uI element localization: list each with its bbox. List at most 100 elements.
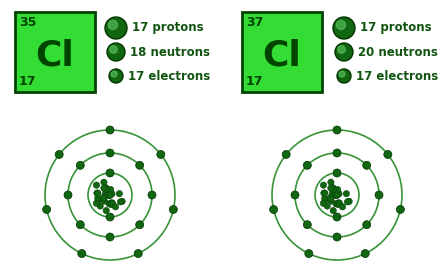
Text: 17: 17	[246, 75, 263, 88]
Circle shape	[107, 43, 125, 61]
Circle shape	[55, 150, 63, 158]
Circle shape	[116, 191, 122, 197]
Circle shape	[321, 195, 328, 202]
Circle shape	[95, 190, 101, 196]
Circle shape	[321, 190, 327, 196]
Circle shape	[337, 46, 345, 53]
Circle shape	[106, 193, 112, 199]
Circle shape	[304, 221, 311, 229]
Circle shape	[107, 192, 114, 198]
Circle shape	[375, 191, 383, 199]
Circle shape	[101, 179, 107, 185]
Circle shape	[336, 20, 346, 29]
Circle shape	[108, 20, 118, 29]
Circle shape	[109, 191, 115, 197]
Circle shape	[42, 206, 51, 214]
Circle shape	[361, 250, 369, 258]
Circle shape	[103, 207, 110, 214]
Text: Cl: Cl	[263, 39, 301, 73]
Circle shape	[320, 182, 327, 188]
Circle shape	[363, 161, 371, 169]
Circle shape	[324, 203, 330, 209]
Circle shape	[78, 250, 86, 258]
Circle shape	[344, 199, 350, 205]
Circle shape	[95, 197, 101, 203]
Circle shape	[282, 150, 290, 158]
Circle shape	[100, 195, 106, 202]
Text: 20 neutrons: 20 neutrons	[358, 46, 438, 58]
Circle shape	[363, 221, 371, 229]
Circle shape	[339, 71, 345, 77]
Circle shape	[330, 186, 337, 193]
Circle shape	[101, 185, 107, 191]
Circle shape	[335, 201, 342, 208]
Circle shape	[105, 192, 112, 198]
Text: 17: 17	[19, 75, 37, 88]
Text: 35: 35	[19, 16, 36, 29]
Circle shape	[336, 191, 342, 197]
Circle shape	[109, 200, 116, 206]
Circle shape	[333, 17, 355, 39]
Circle shape	[103, 185, 109, 191]
Circle shape	[333, 233, 341, 241]
Circle shape	[343, 191, 350, 197]
Circle shape	[328, 198, 334, 204]
Circle shape	[119, 198, 125, 204]
Text: 17 electrons: 17 electrons	[356, 69, 438, 83]
Circle shape	[322, 190, 328, 196]
Circle shape	[336, 200, 342, 206]
Circle shape	[320, 200, 327, 206]
Circle shape	[330, 207, 337, 214]
Circle shape	[333, 149, 341, 157]
Circle shape	[106, 213, 114, 221]
Circle shape	[136, 221, 143, 229]
Circle shape	[95, 195, 101, 202]
Circle shape	[336, 200, 342, 206]
Circle shape	[76, 161, 84, 169]
Circle shape	[107, 192, 113, 198]
Text: 17 electrons: 17 electrons	[128, 69, 210, 83]
Circle shape	[136, 161, 143, 169]
Circle shape	[107, 186, 114, 193]
Text: 37: 37	[246, 16, 263, 29]
Circle shape	[101, 198, 107, 204]
Circle shape	[112, 204, 119, 210]
Circle shape	[108, 201, 114, 208]
Circle shape	[291, 191, 299, 199]
Circle shape	[333, 213, 341, 221]
Circle shape	[384, 150, 392, 158]
Text: 18 neutrons: 18 neutrons	[130, 46, 210, 58]
Circle shape	[333, 126, 341, 134]
Circle shape	[157, 150, 165, 158]
Circle shape	[110, 46, 117, 53]
Text: Cl: Cl	[36, 39, 74, 73]
Circle shape	[339, 204, 346, 210]
Circle shape	[334, 192, 340, 198]
Circle shape	[148, 191, 156, 199]
Bar	[242, 12, 322, 92]
Circle shape	[101, 193, 107, 200]
Circle shape	[111, 71, 117, 77]
Circle shape	[106, 149, 114, 157]
Circle shape	[134, 250, 142, 258]
Circle shape	[334, 186, 341, 193]
Circle shape	[322, 197, 329, 203]
Circle shape	[97, 203, 103, 209]
Circle shape	[346, 198, 352, 204]
Circle shape	[76, 221, 84, 229]
Circle shape	[328, 193, 334, 200]
Circle shape	[335, 43, 353, 61]
Circle shape	[117, 199, 124, 205]
Bar	[15, 12, 95, 92]
Circle shape	[329, 190, 336, 196]
Text: 17 protons: 17 protons	[360, 21, 432, 35]
Circle shape	[103, 186, 110, 193]
Circle shape	[93, 200, 100, 206]
Circle shape	[270, 206, 278, 214]
Circle shape	[333, 200, 339, 207]
Circle shape	[396, 206, 405, 214]
Circle shape	[169, 206, 177, 214]
Circle shape	[333, 169, 341, 177]
Circle shape	[304, 161, 311, 169]
Circle shape	[334, 192, 341, 198]
